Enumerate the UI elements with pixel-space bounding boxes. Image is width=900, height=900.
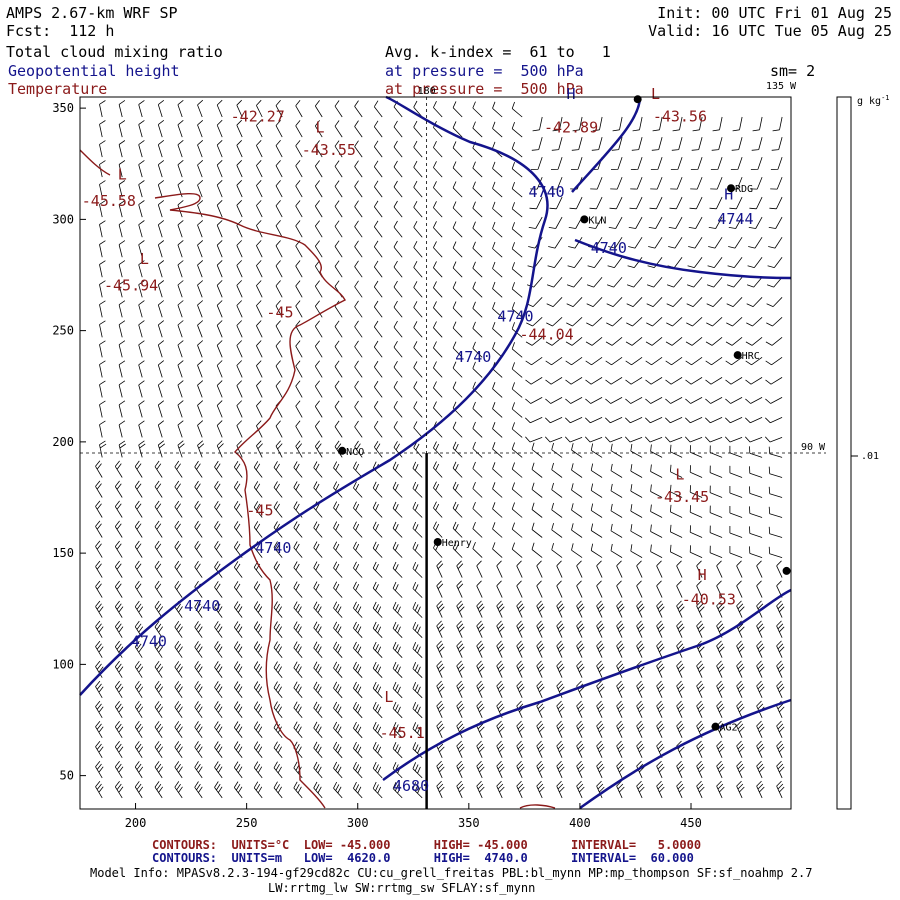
field-height: Geopotential height — [8, 62, 180, 80]
x-tick-label: 400 — [569, 816, 591, 830]
meridian-135w-label: 135 W — [766, 81, 797, 92]
meridian-180-label: 180 — [418, 86, 436, 97]
temperature-contours — [79, 149, 556, 809]
station-dot — [433, 538, 442, 546]
low-marker: L — [118, 165, 127, 183]
high-marker: H — [567, 85, 576, 103]
height-label: 4740 — [497, 308, 533, 326]
x-tick-label: 450 — [680, 816, 702, 830]
height-contour-line — [574, 238, 792, 280]
station-dot — [782, 566, 791, 575]
temperature-label: -45.1 — [380, 724, 425, 742]
height-label: 4740 — [255, 539, 291, 557]
temperature-label: -45 — [266, 303, 293, 321]
axis-ticks: 200 250 300 350 400 450 350 300 250 200 150 100 50 — [52, 101, 702, 830]
temperature-label: -42.89 — [544, 119, 598, 137]
station-dot — [580, 215, 589, 224]
temperature-label: -43.55 — [302, 141, 356, 159]
height-label: 4740 — [529, 183, 565, 201]
height-contour-info: CONTOURS: UNITS=m LOW= 4620.0 HIGH= 4740… — [152, 851, 694, 865]
map-labels: 4740 4740 4744 4740 4740 4740 4740 4740 4680 -42.… — [82, 85, 791, 795]
height-label: 4740 — [184, 597, 220, 615]
y-tick-label: 150 — [52, 546, 74, 560]
forecast-value: 112 h — [69, 22, 115, 40]
height-label: 4680 — [393, 777, 429, 795]
temperature-label: -45.94 — [104, 277, 158, 295]
temperature-label: -43.56 — [653, 107, 707, 125]
temp-pressure: at pressure = 500 hPa — [385, 80, 584, 98]
height-contour-line — [579, 698, 792, 810]
temperature-contour-line — [154, 192, 346, 809]
model-info-physics: LW:rrtmg_lw SW:rrtmg_sw SFLAY:sf_mynn — [268, 881, 536, 895]
k-index-range: Avg. k-index = 61 to 1 — [385, 43, 611, 61]
station-label: NCO — [346, 447, 364, 458]
x-tick-label: 250 — [236, 816, 258, 830]
low-marker: L — [675, 466, 684, 484]
low-marker: L — [651, 85, 660, 103]
meridian-90w-label: 90 W — [801, 442, 826, 453]
low-marker: L — [140, 250, 149, 268]
y-tick-label: 100 — [52, 657, 74, 671]
wind-barb-field — [95, 99, 785, 799]
forecast-hour: Fcst: 112 h — [6, 22, 114, 40]
temperature-label: -43.45 — [655, 488, 709, 506]
temperature-label: -45 — [246, 501, 273, 519]
high-marker: H — [698, 566, 707, 584]
init-time: Init: 00 UTC Fri 01 Aug 25 — [657, 4, 892, 22]
x-tick-label: 200 — [125, 816, 147, 830]
station-dot — [711, 722, 720, 731]
station-dot — [733, 351, 742, 360]
height-label: 4740 — [455, 348, 491, 366]
height-contour-line — [79, 95, 549, 696]
height-label: 4744 — [717, 210, 753, 228]
temperature-contour-line — [79, 149, 111, 176]
colorbar-value: .01 — [861, 451, 879, 462]
station-dot — [633, 95, 642, 104]
station-dot — [338, 446, 347, 455]
plot-frame — [79, 96, 792, 810]
temperature-contour-line — [519, 804, 556, 809]
low-marker: L — [315, 119, 324, 137]
temperature-label: -44.04 — [520, 326, 574, 344]
forecast-label: Fcst: — [6, 22, 52, 40]
station-label: RDG — [735, 184, 753, 195]
height-contour-line — [382, 588, 792, 782]
temperature-label: -45.58 — [82, 192, 136, 210]
temperature-label: -42.27 — [231, 107, 285, 125]
high-marker: H — [724, 185, 733, 203]
colorbar — [836, 96, 852, 810]
colorbar-unit: g kg-1 — [857, 94, 890, 107]
height-label: 4740 — [131, 633, 167, 651]
graticule: 180 135 W 90 W — [80, 81, 826, 809]
height-contour-line — [571, 96, 642, 193]
temp-contour-info: CONTOURS: UNITS=°C LOW= -45.000 HIGH= -4… — [152, 838, 702, 852]
height-pressure: at pressure = 500 hPa — [385, 62, 584, 80]
model-title: AMPS 2.67-km WRF SP — [6, 4, 178, 22]
station-dot — [727, 184, 736, 193]
valid-time: Valid: 16 UTC Tue 05 Aug 25 — [648, 22, 892, 40]
station-label: Henry — [442, 538, 472, 549]
y-tick-label: 250 — [52, 324, 74, 338]
wind-barbs — [95, 99, 785, 799]
height-contours — [79, 95, 792, 810]
x-tick-label: 350 — [458, 816, 480, 830]
model-info: Model Info: MPASv8.2.3-194-gf29cd82c CU:… — [90, 866, 813, 880]
field-temperature: Temperature — [8, 80, 108, 98]
y-tick-label: 200 — [52, 435, 74, 449]
station-label: KLN — [588, 215, 606, 226]
low-marker: L — [384, 688, 393, 706]
y-tick-label: 50 — [60, 769, 74, 783]
temperature-label: -40.53 — [682, 590, 736, 608]
height-label: 4740 — [591, 239, 627, 257]
smoothing: sm= 2 — [770, 62, 816, 80]
y-tick-label: 350 — [52, 101, 74, 115]
station-label: HRC — [742, 351, 760, 362]
y-tick-label: 300 — [52, 212, 74, 226]
field-cloud: Total cloud mixing ratio — [6, 43, 223, 61]
x-tick-label: 300 — [347, 816, 369, 830]
station-label: AG2 — [719, 723, 737, 734]
